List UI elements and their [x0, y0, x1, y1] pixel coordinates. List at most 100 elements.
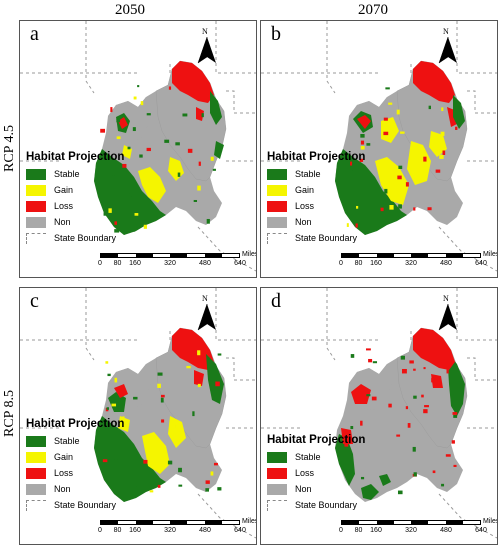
habitat-speckle — [201, 113, 204, 118]
habitat-stable-patch — [447, 352, 465, 416]
habitat-speckle — [453, 414, 458, 418]
habitat-speckle — [205, 480, 210, 484]
habitat-loss-patch — [172, 328, 214, 370]
non-swatch — [26, 483, 46, 495]
legend-item-non: Non — [26, 214, 124, 230]
habitat-gain-patch — [118, 416, 130, 432]
habitat-speckle — [102, 463, 107, 467]
habitat-speckle — [131, 226, 136, 232]
legend-label: Loss — [54, 468, 74, 478]
scale-tick-label: 160 — [129, 527, 141, 534]
scale-segment — [170, 521, 188, 524]
habitat-stable-patch — [361, 484, 379, 500]
state-boundary — [438, 226, 497, 272]
habitat-speckle — [360, 420, 363, 426]
habitat-speckle — [366, 394, 371, 397]
north-label: N — [202, 294, 208, 303]
habitat-speckle — [428, 105, 431, 110]
habitat-speckle — [346, 223, 349, 227]
habitat-speckle — [427, 207, 432, 211]
scale-tick-label: 0 — [339, 260, 343, 267]
map-panel-d: d N Habitat Projection Stable Loss Non State B… — [260, 287, 498, 545]
state-boundary — [226, 357, 256, 381]
habitat-speckles — [100, 85, 216, 233]
habitat-speckle — [178, 484, 183, 487]
scale-tick-label: 80 — [354, 260, 363, 267]
range-non-habitat-west — [108, 97, 152, 143]
scale-segment — [221, 254, 239, 257]
habitat-speckle — [388, 403, 392, 408]
habitat-speckle — [217, 353, 222, 356]
habitat-speckle — [413, 395, 417, 399]
scale-segment — [221, 521, 239, 524]
loss-swatch — [267, 467, 287, 479]
scale-segment — [342, 254, 360, 257]
habitat-speckle — [210, 156, 214, 161]
habitat-speckle — [126, 188, 132, 194]
habitat-speckle — [423, 156, 427, 162]
north-arrow: N — [437, 27, 459, 67]
map-canvas — [261, 288, 497, 539]
legend-title: Habitat Projection — [267, 151, 366, 163]
habitat-speckle — [384, 188, 388, 194]
legend-label: State Boundary — [54, 233, 117, 243]
state-boundary-lines — [20, 288, 256, 539]
habitat-speckle — [193, 199, 198, 202]
scale-segment — [204, 254, 222, 257]
habitat-speckle — [143, 224, 147, 229]
habitat-speckle — [164, 139, 170, 143]
habitat-stable-patch — [214, 141, 224, 159]
habitat-speckle — [446, 368, 449, 374]
habitat-speckle — [217, 487, 222, 491]
habitat-speckle — [168, 86, 172, 90]
habitat-speckle — [368, 358, 373, 363]
habitat-speckle — [389, 205, 394, 210]
scale-segment — [428, 521, 446, 524]
habitat-speckle — [409, 360, 414, 364]
state-boundary — [456, 288, 497, 341]
habitat-speckle — [114, 377, 118, 383]
habitat-speckle — [153, 178, 159, 183]
habitat-gain-patch — [429, 131, 447, 157]
scale-segment — [393, 521, 411, 524]
habitat-speckle — [157, 372, 163, 376]
legend-item-boundary: State Boundary — [267, 230, 365, 246]
habitat-speckle — [132, 127, 136, 132]
habitat-speckle — [187, 148, 193, 153]
scale-segment — [170, 254, 188, 257]
habitat-speckle — [106, 407, 109, 410]
habitat-speckle — [161, 419, 165, 423]
habitat-speckle — [111, 403, 117, 407]
scale-unit: Miles — [242, 251, 257, 258]
non-swatch — [267, 483, 287, 495]
panel-letter: d — [271, 290, 281, 312]
legend-label: Stable — [295, 169, 321, 179]
habitat-speckle — [421, 394, 424, 398]
scale-tick-label: 80 — [113, 527, 122, 534]
column-header-2050: 2050 — [115, 2, 145, 18]
habitat-speckle — [137, 85, 140, 88]
habitat-speckle — [102, 459, 108, 463]
habitat-speckle — [114, 456, 118, 460]
habitat-speckle — [365, 348, 371, 351]
legend-label: Stable — [295, 452, 321, 462]
state-boundary — [438, 493, 497, 539]
habitat-speckle — [398, 204, 402, 209]
habitat-speckle — [197, 350, 201, 356]
scale-segment — [118, 521, 136, 524]
scale-segment — [411, 254, 429, 257]
legend-item-gain: Gain — [26, 182, 124, 198]
state-boundary — [197, 493, 256, 539]
map-panel-b: b N Habitat Projection Stable Gain Loss Non Sta… — [260, 20, 498, 278]
state-boundary-swatch — [26, 232, 46, 244]
habitat-speckle — [380, 207, 384, 212]
scale-tick-label: 0 — [98, 260, 102, 267]
habitat-gain-patch — [168, 416, 186, 448]
state-boundary — [215, 21, 256, 74]
legend-item-stable: Stable — [267, 449, 365, 465]
legend: Habitat Projection Stable Loss Non State Bou… — [267, 434, 365, 513]
scale-segment — [445, 254, 463, 257]
habitat-speckle — [177, 172, 181, 177]
habitat-speckle — [441, 107, 444, 112]
scale-tick-label: 480 — [199, 527, 211, 534]
